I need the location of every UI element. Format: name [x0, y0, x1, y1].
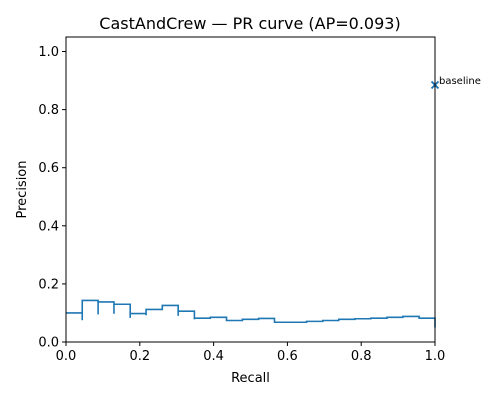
- y-axis-title: Precision: [15, 160, 30, 218]
- baseline-label: baseline: [439, 76, 481, 87]
- chart-title: CastAndCrew — PR curve (AP=0.093): [99, 14, 400, 33]
- y-tick-label: 0.2: [38, 277, 59, 292]
- x-tick-label: 0.4: [203, 349, 224, 364]
- y-tick-label: 0.4: [38, 219, 59, 234]
- y-tick-label: 0.0: [38, 336, 59, 351]
- plot-frame: [65, 36, 436, 343]
- y-tick-label: 1.0: [38, 45, 59, 60]
- x-axis: 0.0 0.2 0.4 0.6 0.8 1.0: [56, 342, 446, 364]
- pr-curve-line: [66, 299, 436, 328]
- x-tick-label: 0.0: [56, 349, 77, 364]
- plot-area: baseline: [66, 76, 481, 328]
- y-tick-label: 0.8: [38, 103, 59, 118]
- x-tick-label: 0.6: [277, 349, 298, 364]
- x-tick-label: 1.0: [425, 349, 446, 364]
- x-axis-title: Recall: [231, 371, 270, 386]
- x-tick-label: 0.8: [351, 349, 372, 364]
- y-tick-label: 0.6: [38, 161, 59, 176]
- x-tick-label: 0.2: [129, 349, 150, 364]
- y-axis: 0.0 0.2 0.4 0.6 0.8 1.0: [38, 45, 66, 351]
